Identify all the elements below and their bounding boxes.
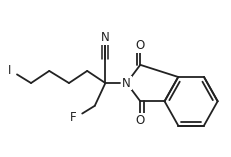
Text: F: F [70, 111, 76, 124]
Text: N: N [122, 77, 131, 89]
Text: N: N [100, 31, 109, 44]
Text: I: I [8, 64, 11, 77]
Text: O: O [135, 114, 144, 127]
Text: O: O [135, 39, 144, 52]
